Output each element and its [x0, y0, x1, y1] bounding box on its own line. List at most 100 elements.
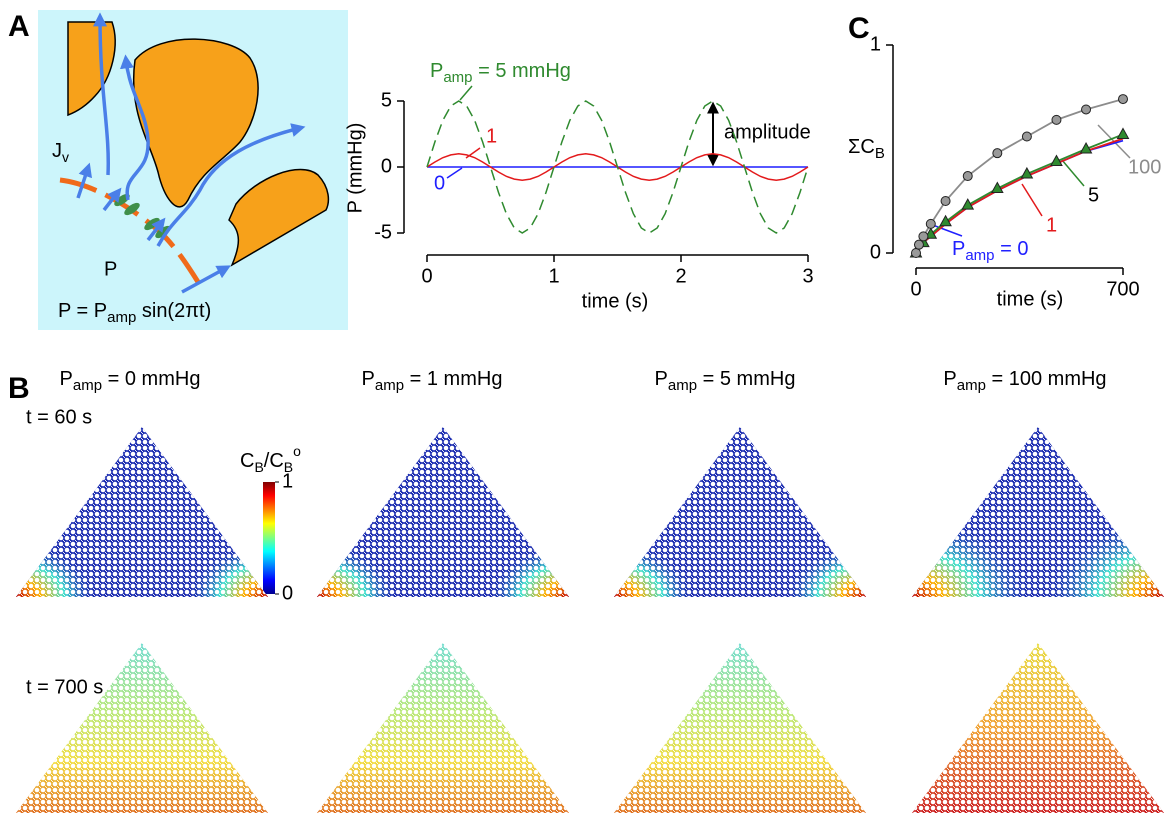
map [912, 643, 1164, 813]
marker [1020, 166, 1034, 179]
column-title: Pamp = 100 mmHg [943, 368, 1106, 394]
flow-arrow [156, 123, 306, 247]
map [317, 643, 569, 813]
text: = 0 mmHg [102, 368, 200, 390]
text: J [52, 140, 62, 162]
marker [1079, 141, 1093, 154]
map [614, 427, 866, 597]
panel-label: A [8, 10, 30, 43]
text: P = P [58, 300, 107, 322]
x-tick-label: 700 [1106, 278, 1139, 300]
series-line [426, 100, 809, 234]
panel-label: C [848, 12, 870, 45]
flux-label: Jv [52, 140, 69, 164]
colorbar-tick-label: 0 [282, 582, 293, 604]
y-tick-label: -5 [374, 221, 392, 243]
text: ΣC [848, 136, 875, 158]
x-tick-label: 2 [675, 265, 686, 287]
map-cells [614, 643, 866, 813]
marker [1050, 154, 1063, 166]
text: = 1 mmHg [404, 368, 502, 390]
y-axis-label: P (mmHg) [344, 123, 366, 214]
map [317, 427, 569, 597]
x-axis-label: time (s) [582, 290, 649, 312]
map-cells [317, 643, 569, 813]
text: o [293, 443, 301, 459]
channel [124, 202, 140, 216]
marker [940, 196, 951, 206]
series-label: 1 [1046, 214, 1057, 236]
marker [1116, 127, 1130, 139]
leader-line [929, 223, 963, 237]
flow-arrow [120, 54, 150, 201]
text: B [875, 145, 885, 162]
text: amp [73, 377, 102, 394]
map [912, 427, 1164, 597]
text: amp [957, 377, 986, 394]
marker [990, 181, 1004, 194]
text: P [655, 368, 668, 390]
map-cells [317, 427, 569, 597]
series-label: 5 [1088, 184, 1099, 206]
text: = 0 [995, 238, 1029, 260]
text: C [240, 450, 254, 472]
leader-line [1061, 159, 1085, 187]
text: amp [443, 69, 472, 86]
marker [992, 148, 1003, 159]
colorbar [263, 482, 275, 594]
flow-arrow [146, 217, 166, 242]
map-cells [614, 427, 866, 597]
marker [1081, 104, 1092, 115]
series-label: Pamp = 0 [952, 238, 1028, 264]
text: v [62, 149, 69, 165]
y-tick-label: 0 [870, 241, 881, 263]
marker [918, 231, 929, 242]
map [16, 427, 268, 597]
text: = 100 mmHg [986, 368, 1107, 390]
map-cells [16, 643, 268, 813]
y-tick-label: 0 [381, 155, 392, 177]
leader-line [459, 85, 473, 101]
x-axis-label: time (s) [997, 288, 1064, 310]
text: B [254, 459, 263, 475]
flow-arrow [76, 162, 92, 199]
text: amp [375, 377, 404, 394]
marker [1021, 131, 1032, 142]
cell [67, 21, 116, 117]
text: = 5 mmHg [473, 60, 571, 82]
leader-line [1021, 183, 1043, 217]
leader-line [446, 167, 463, 179]
x-tick-label: 0 [421, 265, 432, 287]
text: amp [107, 309, 136, 326]
marker [925, 218, 936, 229]
marker [962, 171, 973, 182]
y-axis-label: ΣCB [848, 136, 885, 162]
text: P [943, 368, 956, 390]
series-label: Pamp = 5 mmHg [430, 60, 571, 86]
colorbar-label: CB/CBo [240, 443, 301, 475]
text: amp [668, 377, 697, 394]
text: = 5 mmHg [697, 368, 795, 390]
map-cells [912, 643, 1164, 813]
leader-line [465, 147, 481, 159]
marker [939, 214, 952, 227]
text: sin(2πt) [136, 300, 211, 322]
map-cells [912, 427, 1164, 597]
marker [911, 248, 921, 258]
x-tick-label: 1 [548, 265, 559, 287]
flow-arrow [93, 12, 111, 176]
text: amp [965, 247, 994, 264]
y-tick-label: 5 [381, 89, 392, 111]
map [16, 643, 268, 813]
column-title: Pamp = 5 mmHg [655, 368, 796, 394]
text: P [952, 238, 965, 260]
text: P [362, 368, 375, 390]
cell [133, 38, 259, 208]
flow-arrow [102, 187, 122, 212]
marker [961, 198, 975, 210]
column-title: Pamp = 1 mmHg [362, 368, 503, 394]
marker [1051, 114, 1062, 125]
panel-label: B [8, 372, 30, 405]
text: B [284, 459, 293, 475]
